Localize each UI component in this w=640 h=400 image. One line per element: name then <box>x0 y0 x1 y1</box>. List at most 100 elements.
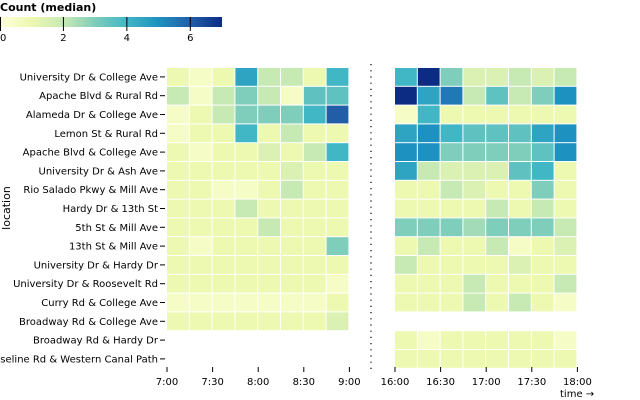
heatmap-cell <box>212 86 235 105</box>
heatmap-cell <box>303 293 326 312</box>
location-label: University Dr & Ash Ave <box>39 166 158 177</box>
heatmap-cell <box>189 199 212 218</box>
heatmap-cell <box>395 237 417 255</box>
heatmap-cell <box>486 274 508 293</box>
heatmap-cell <box>554 350 577 368</box>
heatmap-cell <box>486 180 508 199</box>
heatmap-cell <box>212 293 235 312</box>
heatmap-cell <box>189 143 212 161</box>
heatmap-cell <box>235 237 258 255</box>
heatmap-cell <box>395 218 417 237</box>
x-axis-label: time → <box>560 389 594 400</box>
location-label: Alameda Dr & College Ave <box>26 110 158 121</box>
heatmap-cell <box>417 199 440 218</box>
heatmap-cell <box>463 331 486 349</box>
location-label: University Dr & Hardy Dr <box>34 260 159 271</box>
heatmap-cell <box>554 256 577 274</box>
heatmap-cell <box>509 331 531 349</box>
location-label: Broadway Rd & College Ave <box>19 317 158 328</box>
heatmap-cell <box>531 218 554 237</box>
heatmap-cell <box>395 256 417 274</box>
heatmap-cell <box>531 274 554 293</box>
heatmap-cell <box>167 86 189 105</box>
legend-tick-label: 2 <box>60 33 66 44</box>
heatmap-cell <box>258 237 280 255</box>
time-tick-label: 9:00 <box>338 377 360 388</box>
heatmap-cell <box>554 180 577 199</box>
location-label: Baseline Rd & Western Canal Path <box>0 354 158 365</box>
heatmap-cell <box>167 237 189 255</box>
heatmap-cell <box>235 293 258 312</box>
heatmap-cell <box>395 199 417 218</box>
heatmap-cell <box>440 331 463 349</box>
heatmap-cell <box>189 124 212 143</box>
heatmap-cell <box>554 68 577 86</box>
heatmap-cell <box>554 331 577 349</box>
heatmap-cell <box>554 218 577 237</box>
heatmap-cell <box>189 312 212 331</box>
heatmap-cell <box>531 86 554 105</box>
heatmap-cell <box>463 124 486 143</box>
heatmap-cell <box>417 86 440 105</box>
heatmap-cell <box>212 237 235 255</box>
heatmap-cell <box>395 162 417 180</box>
heatmap-cell <box>303 218 326 237</box>
heatmap-cell <box>303 180 326 199</box>
heatmap-cell <box>281 143 303 161</box>
heatmap-cell <box>235 218 258 237</box>
heatmap-cell <box>212 274 235 293</box>
heatmap-cell <box>417 237 440 255</box>
heatmap-cell <box>303 237 326 255</box>
heatmap-cell <box>189 180 212 199</box>
heatmap-cell <box>486 256 508 274</box>
heatmap-cell <box>486 199 508 218</box>
heatmap-cell <box>463 237 486 255</box>
location-label: Hardy Dr & 13th St <box>63 204 159 215</box>
heatmap-cell <box>326 274 349 293</box>
heatmap-cell <box>486 105 508 124</box>
heatmap-cell <box>189 237 212 255</box>
heatmap-cell <box>189 86 212 105</box>
legend-ticks: 0 2 4 6 <box>0 17 193 44</box>
heatmap-cell <box>531 162 554 180</box>
heatmap-cell <box>167 293 189 312</box>
heatmap-cell <box>440 124 463 143</box>
heatmap-cell <box>531 256 554 274</box>
heatmap-cell <box>212 218 235 237</box>
time-tick-label: 7:30 <box>201 377 223 388</box>
time-tick-label: 8:00 <box>247 377 269 388</box>
heatmap-cell <box>326 256 349 274</box>
heatmap-cell <box>212 105 235 124</box>
heatmap-cell <box>417 331 440 349</box>
heatmap-cell <box>463 274 486 293</box>
heatmap-cell <box>281 68 303 86</box>
heatmap-cell <box>281 256 303 274</box>
heatmap-cell <box>258 199 280 218</box>
heatmap-cell <box>235 68 258 86</box>
heatmap-cell <box>531 105 554 124</box>
heatmap-cell <box>440 143 463 161</box>
heatmap-cell <box>486 331 508 349</box>
heatmap-cell <box>212 162 235 180</box>
heatmap-cell <box>235 162 258 180</box>
morning-heatmap <box>167 68 349 331</box>
heatmap-cell <box>417 274 440 293</box>
heatmap-cell <box>235 124 258 143</box>
heatmap-cell <box>395 86 417 105</box>
heatmap-cell <box>235 180 258 199</box>
heatmap-cell <box>235 86 258 105</box>
heatmap-cell <box>212 68 235 86</box>
heatmap-cell <box>463 162 486 180</box>
heatmap-cell <box>167 124 189 143</box>
heatmap-cell <box>303 124 326 143</box>
heatmap-cell <box>417 68 440 86</box>
heatmap-cell <box>326 162 349 180</box>
heatmap-cell <box>258 162 280 180</box>
heatmap-cell <box>326 293 349 312</box>
heatmap-cell <box>212 124 235 143</box>
heatmap-cell <box>463 105 486 124</box>
location-label: 13th St & Mill Ave <box>69 242 158 253</box>
heatmap-cell <box>486 162 508 180</box>
heatmap-cell <box>509 293 531 312</box>
heatmap-cell <box>326 199 349 218</box>
